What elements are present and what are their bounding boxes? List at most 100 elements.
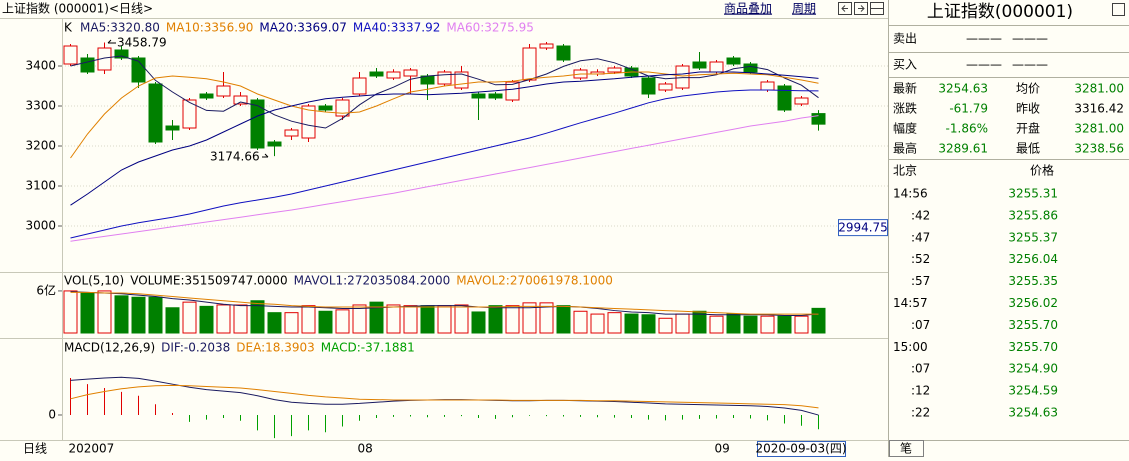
volume-bar — [301, 305, 316, 334]
legend-entry: MA10:3356.90 — [166, 21, 254, 35]
field-value: -61.79 — [949, 102, 988, 116]
tick-time: 14:56 — [893, 187, 928, 201]
volume-bar — [811, 307, 826, 334]
menu-button[interactable] — [1112, 3, 1125, 16]
tick-price: 3255.31 — [1008, 187, 1058, 201]
overlay-link[interactable]: 商品叠加 — [724, 1, 772, 16]
panel-title: MACD(12,26,9) — [64, 341, 155, 355]
candle-body — [556, 45, 571, 61]
field-value: 3254.63 — [938, 82, 988, 96]
period-link[interactable]: 周期 — [792, 2, 816, 16]
tick-price: 3255.70 — [1008, 318, 1058, 332]
ma-line — [70, 89, 819, 239]
tick-time: :12 — [911, 384, 930, 398]
ma-line — [70, 115, 819, 242]
candle-body — [216, 85, 231, 97]
candle-body — [199, 93, 214, 99]
field-value: 3289.61 — [938, 142, 988, 156]
candle-body — [692, 61, 707, 69]
panel-title: VOL(5,10) — [64, 274, 124, 288]
ma-line — [70, 71, 819, 159]
ma-line — [70, 384, 819, 409]
candle-body — [165, 125, 180, 131]
volume-bar — [743, 315, 758, 334]
tick-time: :57 — [911, 274, 930, 288]
tick-price: 3255.35 — [1008, 274, 1058, 288]
legend-entry: MAVOL2:270061978.1000 — [456, 274, 613, 288]
field-value: -1.86% — [946, 122, 988, 136]
field-label: 昨收 — [1016, 102, 1040, 116]
field-value: 3316.42 — [1074, 102, 1124, 116]
candle-body — [709, 61, 724, 73]
volume-bar — [488, 305, 503, 334]
candle-body — [522, 47, 537, 81]
tick-price: 3255.37 — [1008, 230, 1058, 244]
ma-line — [70, 291, 819, 315]
volume-bar — [318, 310, 333, 334]
tick-time: :22 — [911, 406, 930, 420]
ma-line — [70, 291, 819, 316]
book-volume: ——— — [1012, 32, 1048, 46]
candle-body — [794, 97, 809, 105]
candle-body — [539, 43, 554, 49]
candle-body — [811, 113, 826, 125]
cursor-box — [838, 219, 888, 237]
tick-price: 3254.90 — [1008, 362, 1058, 376]
field-value: 3281.00 — [1074, 122, 1124, 136]
field-value: 3238.56 — [1074, 142, 1124, 156]
nav-buttons — [838, 2, 884, 15]
volume-bar — [233, 304, 248, 334]
annotation-arrow — [107, 39, 116, 44]
volume-bar — [335, 309, 350, 334]
volume-bar — [80, 292, 95, 334]
volume-bar — [777, 315, 792, 334]
candle-body — [352, 77, 367, 95]
candle-body — [488, 93, 503, 99]
window-title: 上证指数 (000001)<日线> — [2, 1, 153, 16]
tick-price: 3256.02 — [1008, 296, 1058, 310]
field-label: 最高 — [893, 141, 917, 156]
legend-entry: MA60:3275.95 — [446, 21, 534, 35]
legend-entry: DIF:-0.2038 — [161, 341, 230, 355]
tick-time: :47 — [911, 230, 930, 244]
volume-bar — [63, 290, 78, 334]
legend-entry: MA40:3337.92 — [353, 21, 441, 35]
volume-bar — [352, 304, 367, 334]
x-tick-label: 08 — [358, 442, 373, 456]
volume-bar — [97, 290, 112, 334]
volume-bar — [182, 301, 197, 334]
candle-body — [80, 57, 95, 73]
volume-bar — [794, 315, 809, 334]
tick-price: 3255.86 — [1008, 208, 1058, 222]
y-tick-label: 3200 — [25, 139, 56, 153]
y-tick-label: 3000 — [25, 219, 56, 233]
volume-bar — [131, 296, 146, 334]
candle-body — [760, 81, 775, 91]
y-tick-label: 3100 — [25, 179, 56, 193]
field-label: 开盘 — [1016, 121, 1040, 136]
prev-button[interactable] — [838, 2, 852, 15]
candle-body — [182, 99, 197, 129]
volume-bar — [522, 302, 537, 334]
volume-bar — [216, 304, 231, 334]
field-value: 3281.00 — [1074, 82, 1124, 96]
book-label: 买入 — [893, 58, 917, 72]
tick-price: 3256.04 — [1008, 252, 1058, 266]
volume-bar — [539, 302, 554, 334]
tick-price: 3254.59 — [1008, 384, 1058, 398]
legend-entry: VOLUME:351509747.0000 — [130, 274, 287, 288]
candle-body — [63, 45, 78, 65]
tick-time: :07 — [911, 318, 930, 332]
candle-body — [233, 95, 248, 105]
candle-body — [369, 71, 384, 77]
next-button[interactable] — [854, 2, 868, 15]
field-label: 涨跌 — [893, 101, 917, 116]
legend-entry: MA20:3369.07 — [259, 21, 347, 35]
panel-label: K — [64, 21, 73, 35]
candle-body — [403, 69, 418, 77]
tab-label[interactable]: 笔 — [900, 441, 912, 456]
y-tick-label: 3300 — [25, 99, 56, 113]
tick-price: 3254.63 — [1008, 406, 1058, 420]
tick-price: 3255.70 — [1008, 340, 1058, 354]
tick-time: 14:57 — [893, 296, 928, 310]
